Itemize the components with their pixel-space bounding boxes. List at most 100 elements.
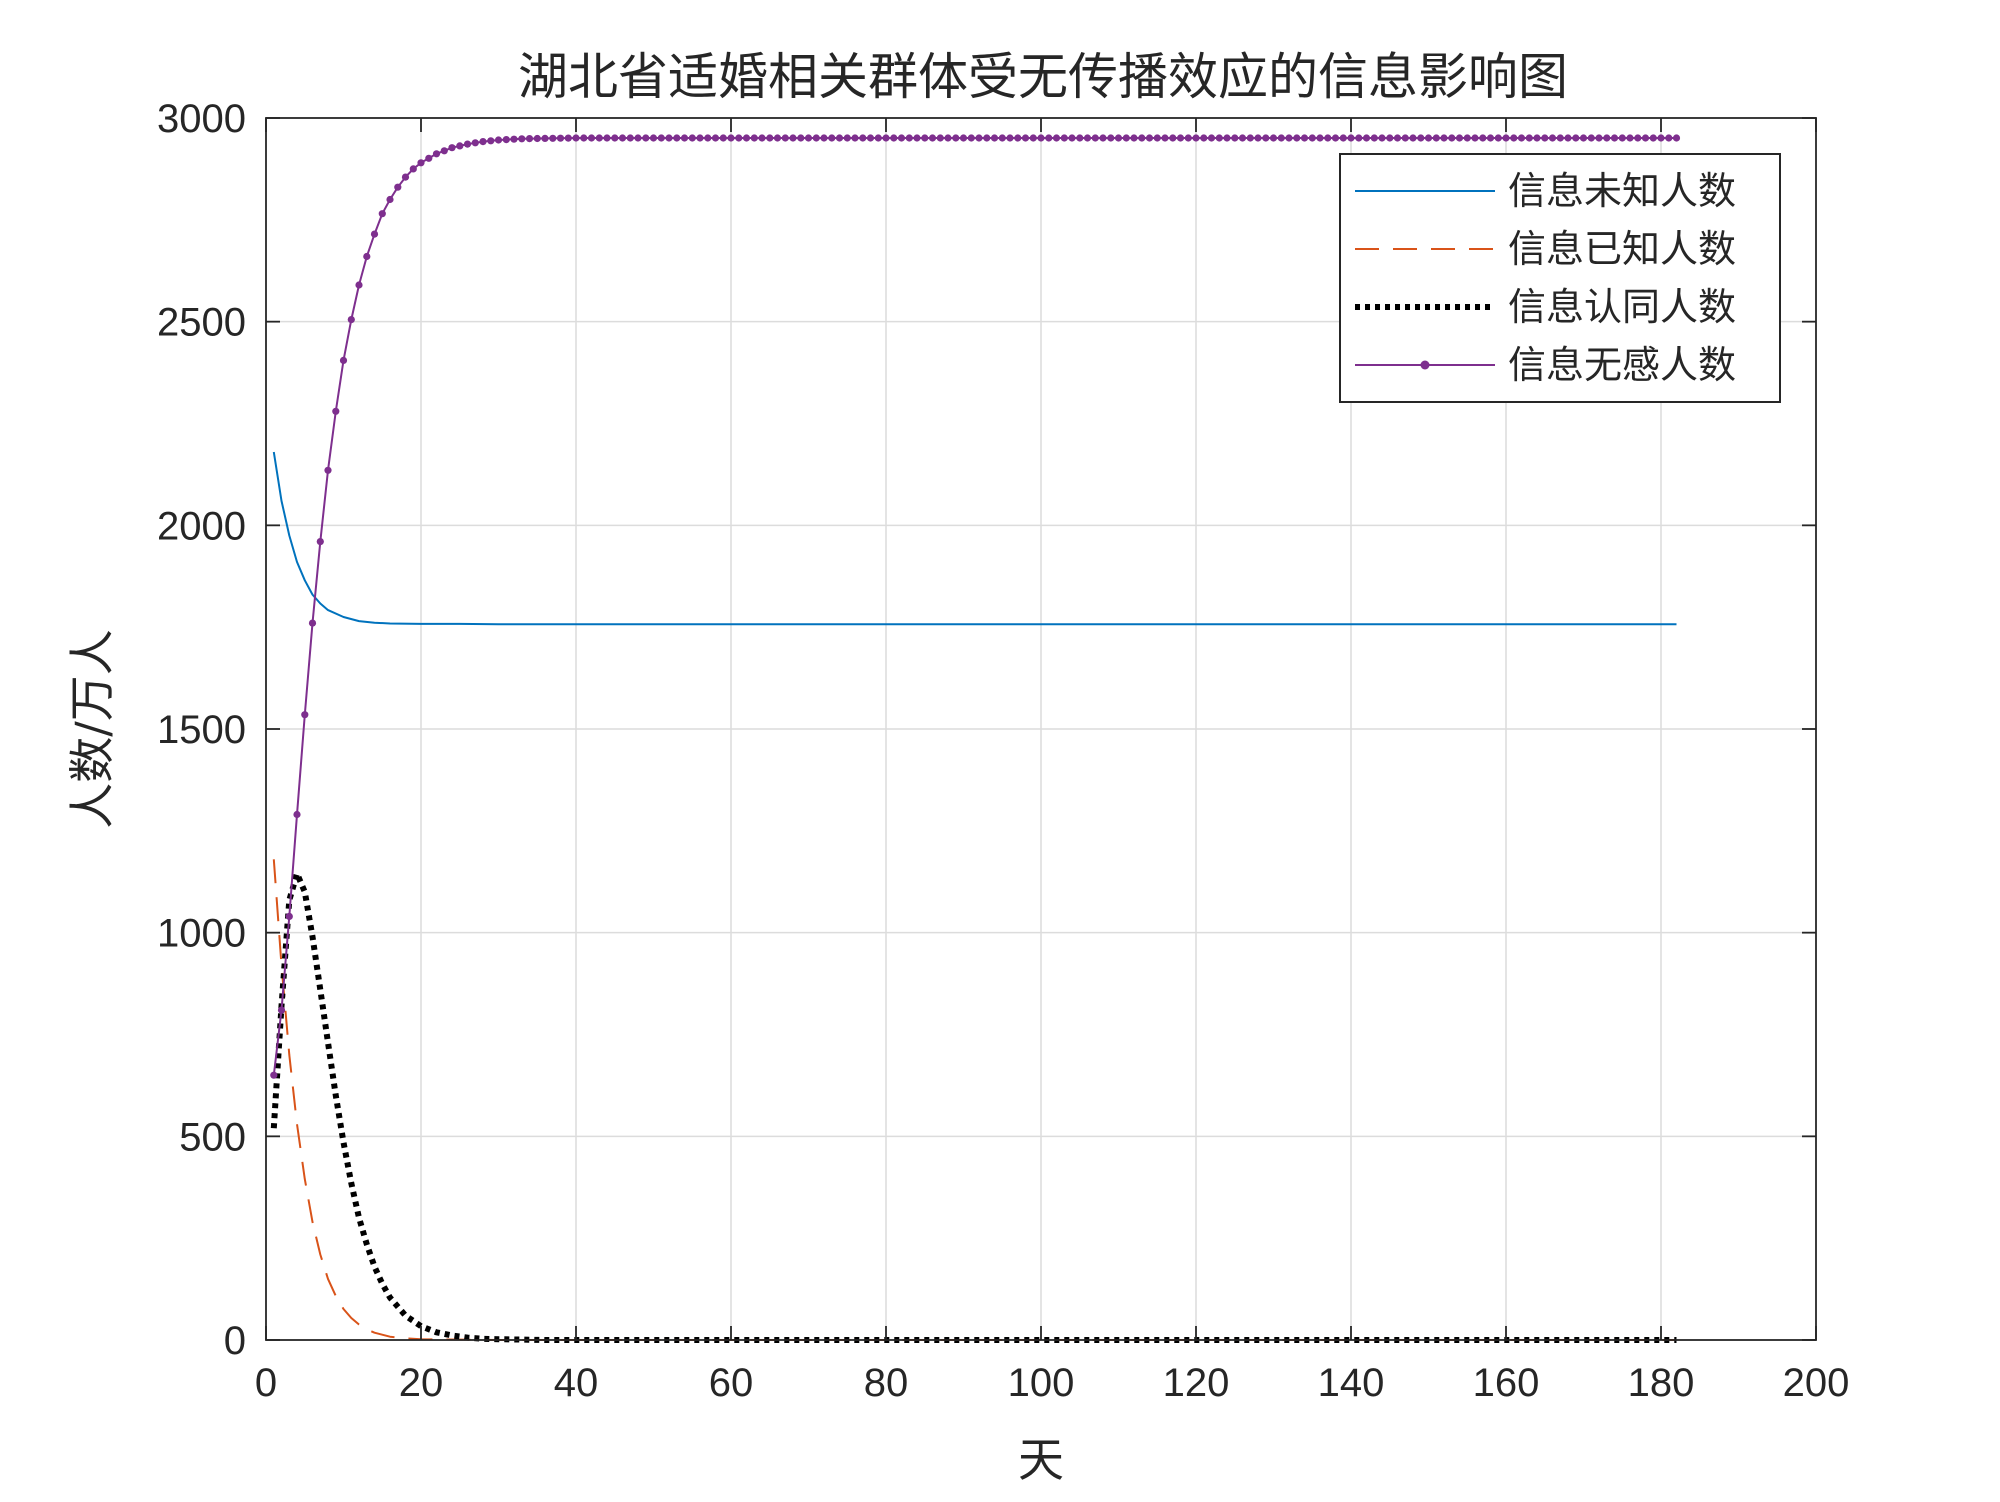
data-point xyxy=(1238,134,1247,142)
data-point xyxy=(1262,134,1270,142)
data-point xyxy=(1285,134,1293,142)
data-point xyxy=(1231,134,1239,142)
data-point xyxy=(665,134,673,142)
data-point xyxy=(425,154,433,162)
data-point xyxy=(394,183,402,191)
data-point xyxy=(913,134,921,142)
data-point xyxy=(649,134,658,142)
data-point xyxy=(766,134,774,142)
data-point xyxy=(711,134,720,142)
data-point xyxy=(463,140,472,148)
data-point xyxy=(626,134,634,142)
data-point xyxy=(1479,134,1487,142)
data-point xyxy=(1091,134,1099,142)
data-point xyxy=(595,134,603,142)
data-point xyxy=(1068,134,1076,142)
data-point xyxy=(1060,134,1068,142)
data-point xyxy=(1672,134,1681,142)
data-point xyxy=(719,134,727,142)
x-tick-label: 60 xyxy=(709,1361,754,1405)
x-tick-label: 100 xyxy=(1008,1361,1075,1405)
y-tick-label: 1000 xyxy=(157,912,246,956)
data-point xyxy=(1122,134,1130,142)
data-point xyxy=(642,134,650,142)
data-point xyxy=(1494,134,1502,142)
data-point xyxy=(1432,134,1440,142)
x-tick-label: 160 xyxy=(1473,1361,1540,1405)
data-point xyxy=(828,134,836,142)
data-point xyxy=(874,134,882,142)
data-point xyxy=(735,134,743,142)
data-point xyxy=(1572,134,1580,142)
data-point xyxy=(758,134,766,142)
y-tick-label: 1500 xyxy=(157,708,246,752)
data-point xyxy=(1138,134,1146,142)
data-point xyxy=(1161,134,1169,142)
data-point xyxy=(533,134,541,143)
data-point xyxy=(866,134,875,142)
data-point xyxy=(1486,134,1495,142)
data-point xyxy=(525,135,534,143)
data-point xyxy=(1052,134,1061,142)
data-point xyxy=(1362,134,1371,142)
data-point xyxy=(696,134,704,142)
data-point xyxy=(316,538,324,546)
data-point xyxy=(1192,134,1200,142)
data-point xyxy=(928,134,937,142)
data-point xyxy=(1347,134,1355,142)
data-point xyxy=(773,134,782,142)
data-point xyxy=(1107,134,1115,142)
data-point xyxy=(1076,134,1084,142)
y-tick-label: 2500 xyxy=(157,301,246,345)
data-point xyxy=(270,1071,278,1079)
data-point xyxy=(502,136,510,144)
data-point xyxy=(1626,134,1634,142)
legend-label-3: 信息认同人数 xyxy=(1508,285,1736,329)
x-tick-label: 180 xyxy=(1628,1361,1695,1405)
y-tick-label: 2000 xyxy=(157,504,246,548)
data-point xyxy=(378,210,386,218)
data-point xyxy=(673,134,681,142)
data-point xyxy=(812,134,820,142)
data-point xyxy=(1471,134,1479,142)
data-point xyxy=(990,134,999,142)
data-point xyxy=(797,134,805,142)
data-point xyxy=(432,150,441,158)
data-point xyxy=(936,134,944,142)
data-point xyxy=(308,619,317,627)
x-tick-label: 120 xyxy=(1163,1361,1230,1405)
series-markers-4 xyxy=(270,134,1681,1079)
data-point xyxy=(363,252,371,261)
data-point xyxy=(1409,134,1417,142)
data-point xyxy=(1293,134,1301,142)
data-point xyxy=(510,135,518,143)
data-point xyxy=(1246,134,1254,142)
legend-label-4: 信息无感人数 xyxy=(1508,343,1736,387)
data-point xyxy=(1564,134,1572,142)
data-point xyxy=(1308,134,1316,142)
data-point xyxy=(1045,134,1053,142)
data-point xyxy=(952,134,960,142)
data-point xyxy=(1215,134,1223,142)
data-point xyxy=(704,134,712,142)
data-point xyxy=(944,134,952,142)
data-point xyxy=(471,139,479,147)
data-point xyxy=(456,142,464,150)
data-point xyxy=(1649,134,1657,142)
data-point xyxy=(680,134,689,142)
data-point xyxy=(549,134,557,142)
data-point xyxy=(1355,134,1363,142)
data-point xyxy=(1021,134,1030,142)
data-point xyxy=(1634,134,1642,142)
data-point xyxy=(339,356,348,364)
data-point xyxy=(750,134,758,142)
x-tick-label: 80 xyxy=(864,1361,909,1405)
data-point xyxy=(1277,134,1285,142)
data-point xyxy=(1665,134,1673,142)
series-line-3 xyxy=(270,870,1677,1343)
data-point xyxy=(1455,134,1464,142)
data-point xyxy=(1401,134,1409,142)
data-point xyxy=(1006,134,1014,142)
data-point xyxy=(440,147,448,155)
data-point xyxy=(959,134,968,142)
